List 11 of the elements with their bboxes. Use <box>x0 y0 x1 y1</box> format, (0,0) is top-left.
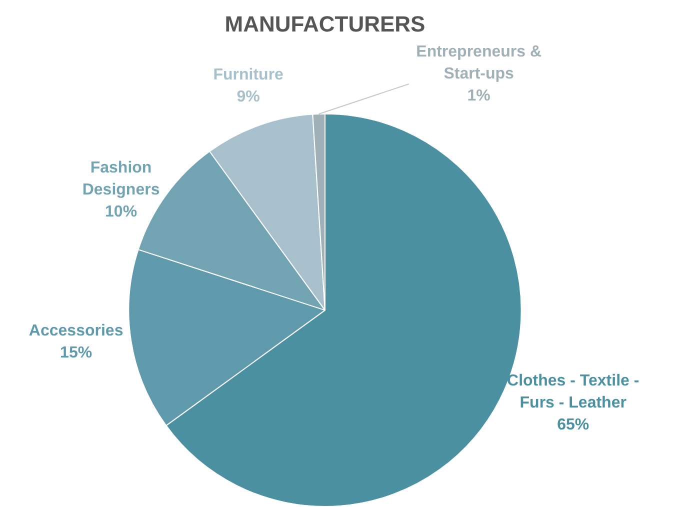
data-label: 1% <box>467 87 490 104</box>
slice-label: Furniture <box>213 66 284 84</box>
chart-title: MANUFACTURERS <box>224 11 426 36</box>
data-label: 15% <box>60 344 92 362</box>
data-label: 10% <box>105 204 138 221</box>
data-label: 65% <box>557 416 590 434</box>
slice-label: Entrepreneurs & Start-ups <box>416 43 542 82</box>
slice-label: Clothes - Textile - Furs - Leather <box>507 372 640 412</box>
slice-label: Accessories <box>28 322 124 340</box>
slice-label: Fashion Designers <box>82 160 160 199</box>
data-label: 9% <box>236 88 260 106</box>
